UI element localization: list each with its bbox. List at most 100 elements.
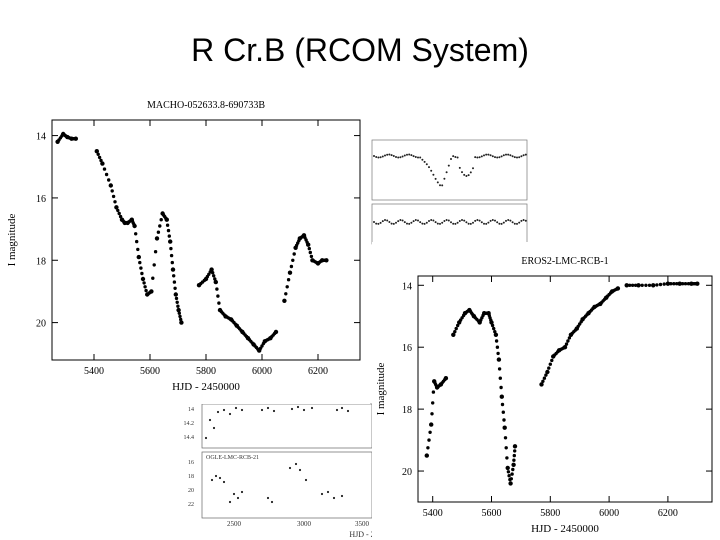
strip-data-point [401,155,404,158]
macho-data-point [97,155,102,160]
strip-data-point [414,156,417,158]
macho-data-point [297,239,301,243]
ogle-data-point [320,492,324,496]
strip-data-point [507,219,510,221]
eros-plot-frame [417,275,713,503]
strip-data-points [373,153,527,225]
strip-data-point [419,156,422,159]
eros-data-point [550,358,554,363]
strip-data-point [502,154,505,157]
macho-data-point [134,232,138,236]
macho-data-point [292,252,296,256]
ogle-ytick-20: 20 [188,488,194,494]
macho-data-point [179,317,183,322]
macho-data-point [172,274,176,278]
ogle-data-point [296,405,300,409]
ogle-data-point [294,462,298,466]
eros-data-points [424,281,700,486]
strip-data-point [450,221,452,224]
macho-data-point [244,334,249,339]
macho-data-point [213,277,217,281]
macho-data-point [174,296,179,301]
macho-data-point [305,240,309,244]
strip-data-point [401,219,404,222]
macho-data-point [166,228,171,233]
strip-data-point [414,219,417,221]
eros-xtick-label: 5400 [423,508,443,519]
ogle-data-point [304,478,308,482]
strip-data-point [432,173,435,176]
macho-data-point [170,260,174,265]
eros-panel: EROS2-LMC-RCB-1 5400 5600 5800 6000 6200 14 16 1… [372,242,720,540]
macho-data-point [173,292,178,297]
strip-data-point [494,156,496,159]
strip-data-point [524,219,527,222]
macho-data-point [140,276,146,282]
strip-data-point [461,219,463,221]
strip-data-point [476,156,479,159]
eros-data-point [573,328,577,332]
ogle-upper-frame [201,403,373,449]
strip-data-point [373,221,375,223]
macho-plot-frame [51,119,361,361]
eros-data-point [644,283,648,287]
strip-data-point [428,166,430,169]
eros-data-point [443,378,447,382]
macho-xlabel: HJD - 2450000 [172,381,240,393]
ogle-data-point [204,436,208,440]
macho-data-point [100,161,105,166]
eros-data-point [431,401,435,405]
eros-data-point [677,281,682,286]
strip-data-point [478,156,481,159]
strip-data-point [476,219,479,221]
ogle-data-point [208,418,212,422]
eros-data-point [426,446,430,450]
eros-data-point [566,339,570,343]
macho-data-point [282,298,287,303]
macho-data-point [151,276,155,280]
ogle-ytick-18: 18 [188,474,194,480]
strip-data-point [465,175,468,177]
eros-data-point [597,302,601,307]
strip-data-point [423,160,426,163]
macho-data-point [118,214,123,219]
eros-xtick-label: 5800 [540,508,560,519]
strip-data-point [522,219,525,221]
strip-data-point [452,155,455,158]
strip-data-point [381,220,384,223]
eros-data-point [680,282,685,286]
eros-xtick-label: 5600 [482,508,502,519]
strip-data-point [467,174,470,177]
eros-data-point [651,283,656,288]
ogle-data-point [228,500,232,504]
strip-data-point [381,155,384,158]
strip-data-point [502,221,505,224]
eros-data-point [686,282,691,286]
macho-data-point [159,218,163,222]
strip-data-point [439,184,441,187]
strip-data-point [489,219,492,222]
strip-upper-frame [371,139,528,201]
ogle-data-point [228,412,232,416]
macho-data-point [110,189,114,193]
strip-data-point [430,169,433,172]
eros-data-point [505,456,509,460]
ogle-data-point [240,408,244,412]
macho-data-point [143,285,147,289]
macho-data-point [165,223,170,227]
eros-data-point [454,326,458,331]
eros-data-point [585,313,589,317]
macho-data-point [291,258,295,262]
eros-data-point [490,323,495,328]
ogle-data-point [288,466,292,470]
eros-data-point [544,373,548,377]
ogle-ytick-22: 22 [188,502,194,508]
strip-data-point [373,155,375,157]
macho-data-point [222,313,226,317]
eros-data-point [630,283,635,287]
ogle-data-point [218,476,222,480]
macho-data-point [176,307,181,313]
eros-data-point [503,436,508,440]
eros-data-point [489,318,493,322]
eros-data-point [471,313,475,317]
